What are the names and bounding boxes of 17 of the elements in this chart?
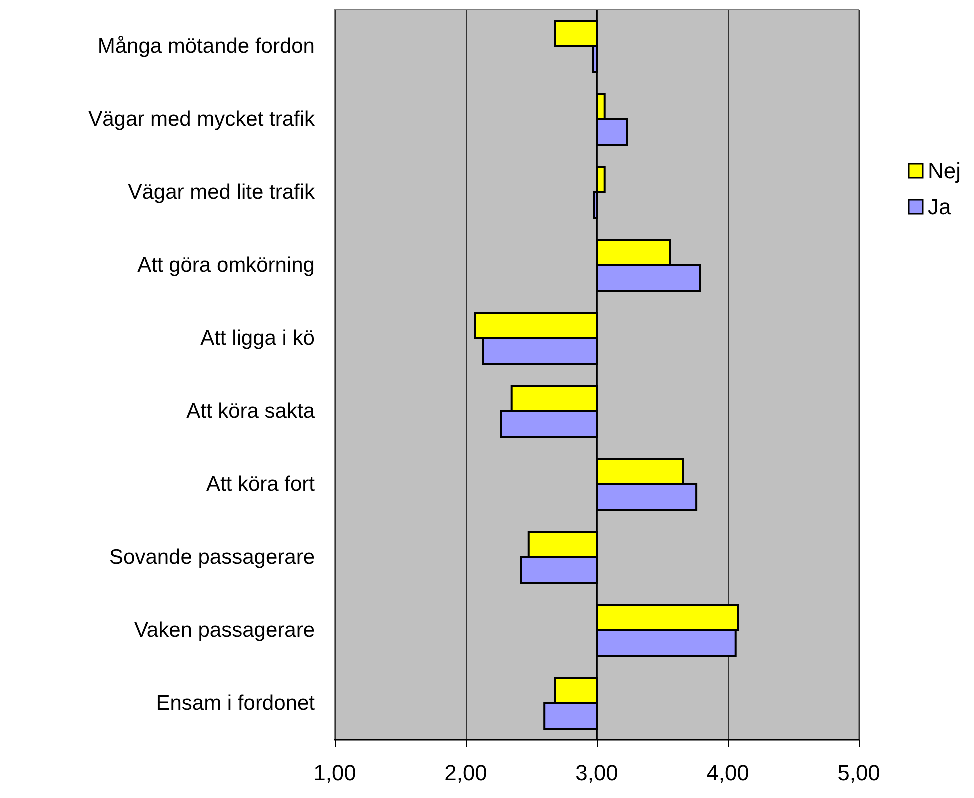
x-tick-label: 3,00 <box>576 760 618 786</box>
y-tick-label: Att köra fort <box>206 473 316 496</box>
x-tick-label: 1,00 <box>314 760 356 786</box>
x-tick-label: 4,00 <box>706 760 750 786</box>
x-tick-label: 2,00 <box>444 760 488 786</box>
y-tick-label: Vägar med lite trafik <box>128 181 316 204</box>
legend-label: Ja <box>928 194 952 220</box>
y-tick-label: Många mötande fordon <box>98 35 315 58</box>
y-tick-label: Sovande passagerare <box>110 546 315 569</box>
y-tick-label: Att köra sakta <box>186 400 316 423</box>
y-tick-label: Att göra omkörning <box>138 254 315 277</box>
x-tick-label: 5,00 <box>838 760 880 786</box>
y-tick-label: Vaken passagerare <box>134 619 315 642</box>
y-tick-label: Vägar med mycket trafik <box>88 108 316 131</box>
y-tick-label: Att ligga i kö <box>200 327 315 350</box>
y-tick-label: Ensam i fordonet <box>156 692 316 715</box>
legend-label: Nej <box>928 158 962 184</box>
